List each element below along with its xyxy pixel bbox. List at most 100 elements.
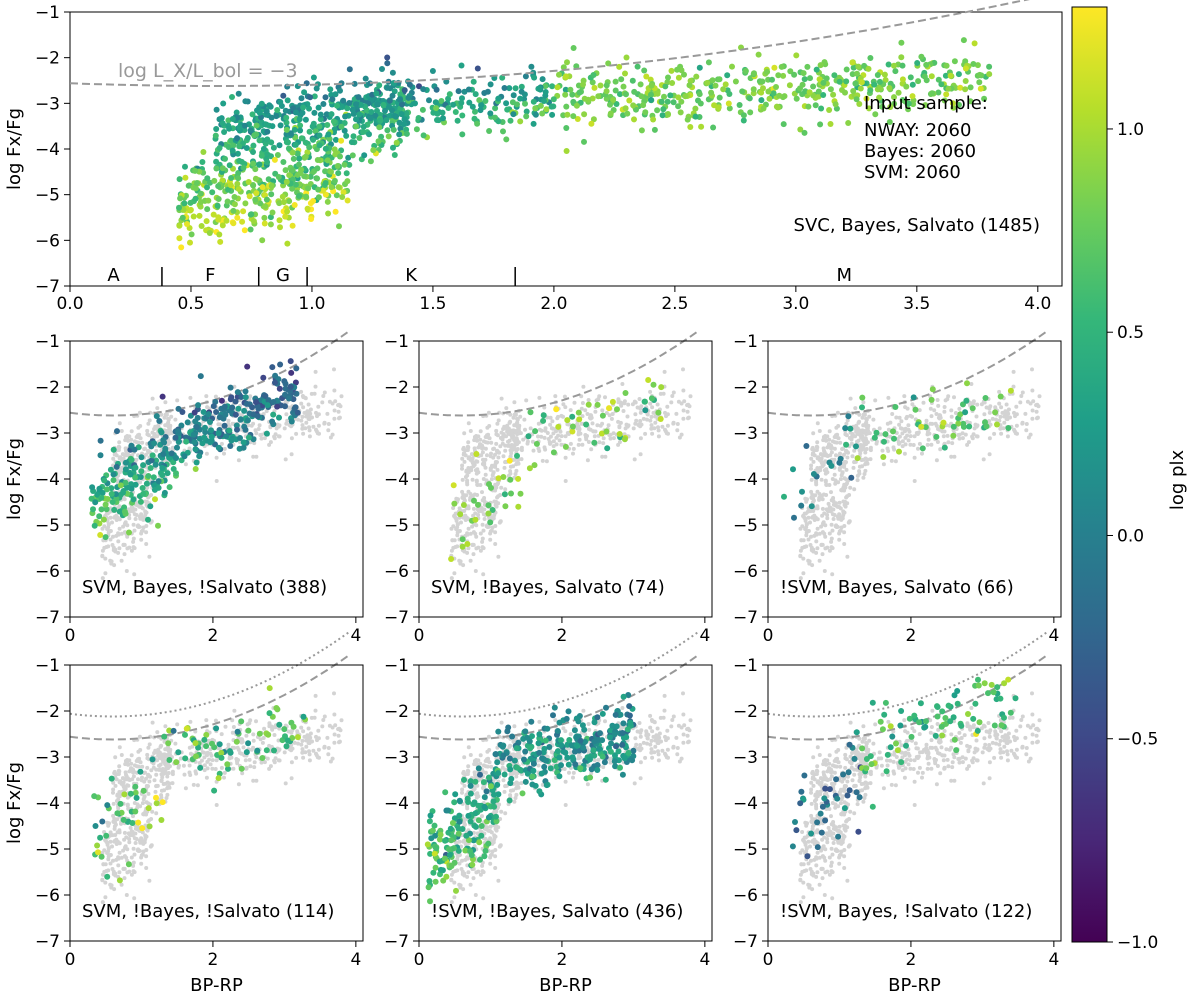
background-point — [170, 781, 175, 786]
top-data-point — [317, 116, 324, 123]
background-point — [129, 437, 134, 442]
background-point — [200, 750, 205, 755]
top-data-point — [235, 175, 242, 182]
background-point — [124, 569, 129, 573]
background-point — [592, 434, 597, 439]
background-point — [559, 442, 564, 447]
top-data-point — [976, 71, 983, 78]
background-point — [498, 493, 503, 497]
top-data-point — [287, 130, 294, 137]
background-point — [117, 445, 122, 450]
background-point — [159, 412, 164, 417]
background-point — [102, 830, 107, 834]
background-point — [823, 546, 828, 551]
top-data-point — [230, 207, 237, 214]
top-data-point — [455, 88, 462, 95]
background-point — [798, 554, 803, 559]
top-data-point — [322, 168, 329, 175]
data-point — [962, 409, 969, 416]
data-point — [803, 443, 810, 449]
top-data-point — [503, 136, 510, 143]
background-point — [173, 741, 178, 746]
background-point — [550, 419, 555, 424]
data-point — [190, 431, 197, 438]
top-data-point — [177, 195, 184, 202]
data-point — [126, 529, 132, 536]
top-data-point — [698, 123, 705, 130]
background-point — [682, 399, 687, 404]
background-point — [665, 423, 670, 428]
top-data-point — [549, 111, 556, 118]
top-data-point — [751, 70, 757, 77]
top-data-point — [277, 99, 284, 105]
top-data-point — [283, 126, 290, 133]
top-data-point — [396, 131, 403, 138]
background-point — [117, 526, 122, 531]
x-tick-label: 4 — [1048, 626, 1059, 646]
data-point — [269, 364, 276, 371]
top-y-tick-label: −3 — [35, 94, 60, 114]
background-point — [159, 788, 164, 793]
top-data-point — [258, 152, 265, 159]
background-point — [969, 382, 974, 386]
background-point — [128, 825, 133, 830]
top-data-point — [289, 167, 296, 174]
top-data-point — [831, 72, 838, 79]
background-point — [326, 422, 331, 426]
background-point — [1034, 409, 1039, 414]
top-data-point — [325, 210, 332, 217]
background-point — [539, 434, 544, 439]
background-point — [167, 764, 172, 769]
data-point — [272, 379, 278, 386]
background-point — [861, 475, 866, 480]
background-point — [139, 529, 144, 534]
background-point — [188, 719, 193, 724]
data-point — [243, 400, 250, 407]
background-point — [468, 429, 473, 433]
top-data-point — [297, 122, 304, 129]
background-point — [306, 402, 311, 407]
background-point — [244, 733, 249, 738]
background-point — [495, 433, 500, 438]
top-data-point — [219, 222, 226, 229]
data-point — [92, 499, 99, 506]
background-point — [827, 483, 832, 487]
x-tick-label: 2 — [208, 626, 219, 646]
background-point — [483, 472, 488, 477]
top-x-tick-label: 1.0 — [298, 294, 325, 314]
top-data-point — [334, 102, 340, 109]
top-data-point — [211, 177, 218, 184]
background-point — [129, 829, 134, 834]
background-point — [140, 440, 145, 445]
background-point — [251, 732, 256, 737]
top-data-point — [370, 147, 377, 154]
top-data-point — [648, 91, 654, 98]
background-point — [111, 780, 116, 785]
background-point — [903, 405, 908, 410]
background-point — [879, 432, 884, 437]
data-point — [950, 423, 957, 430]
background-point — [815, 526, 820, 531]
top-data-point — [574, 116, 581, 122]
top-data-point — [362, 75, 369, 82]
top-data-point — [898, 39, 905, 46]
top-data-point — [736, 102, 743, 108]
background-point — [182, 772, 187, 777]
background-point — [507, 443, 512, 448]
top-data-point — [200, 149, 207, 155]
background-point — [103, 571, 108, 576]
data-point — [168, 450, 175, 457]
top-data-point — [374, 101, 381, 108]
data-point — [262, 393, 269, 399]
background-point — [585, 458, 590, 463]
top-data-point — [204, 206, 211, 213]
top-data-point — [871, 81, 878, 88]
data-point — [159, 472, 166, 479]
background-point — [169, 414, 174, 419]
top-data-point — [778, 63, 785, 70]
top-data-point — [861, 62, 868, 69]
background-point — [814, 539, 819, 544]
x-tick-label: 0 — [763, 626, 774, 646]
top-data-point — [549, 83, 556, 90]
background-point — [1024, 422, 1029, 426]
